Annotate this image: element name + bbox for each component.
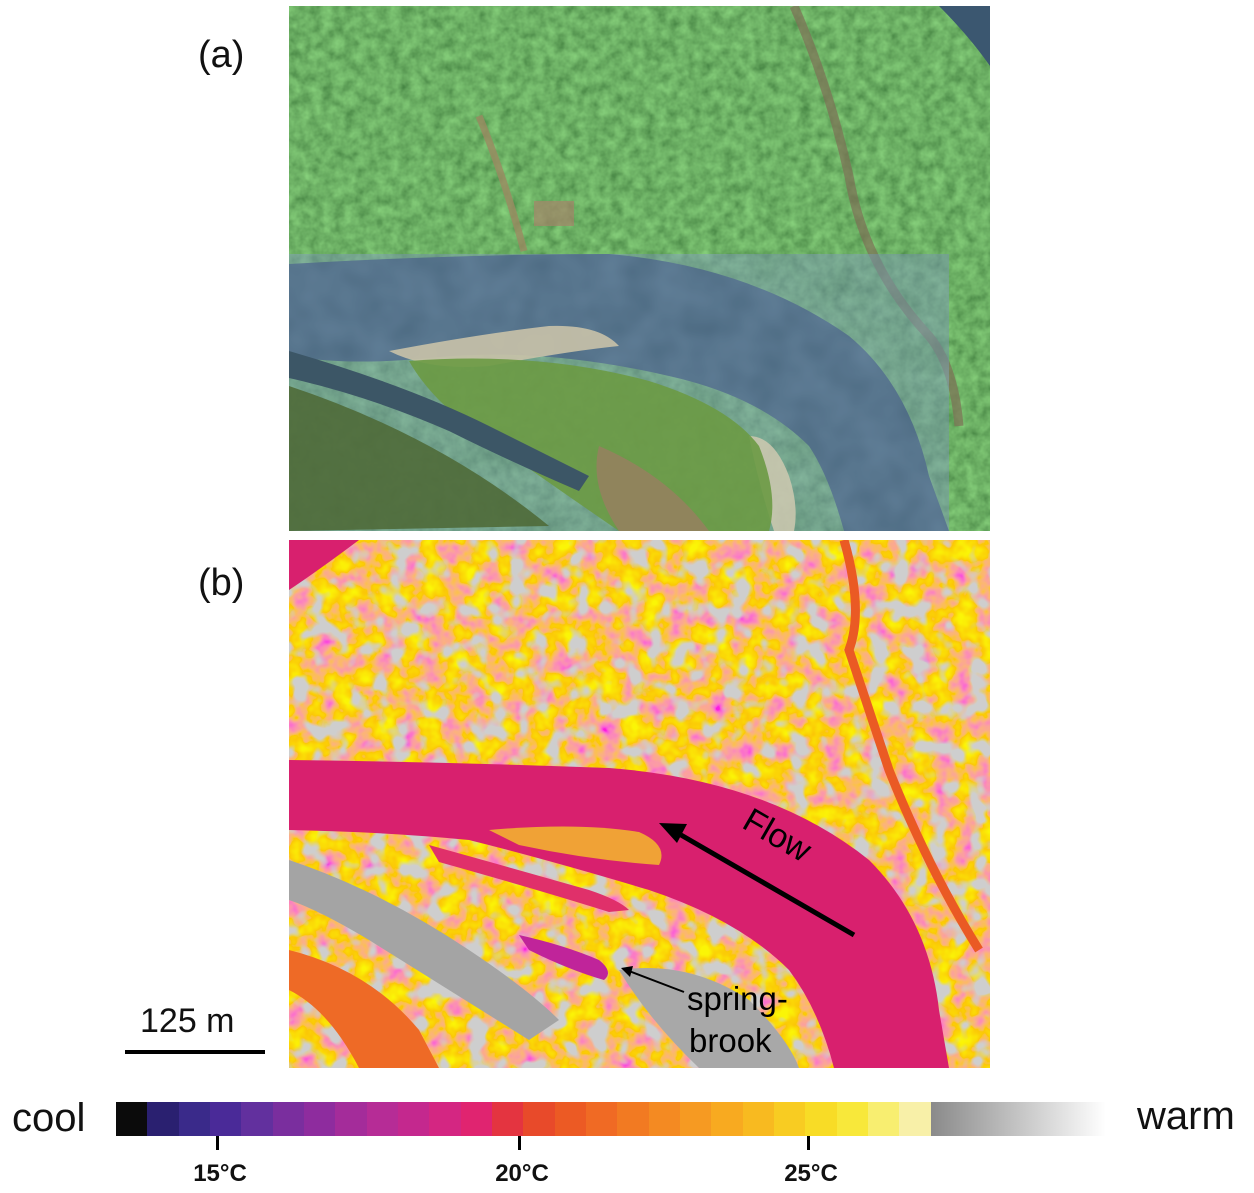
colorbar-swatch (335, 1102, 367, 1136)
colorbar-swatch (899, 1102, 931, 1136)
river-channel (289, 254, 949, 531)
gravel-bar (389, 325, 619, 367)
colorbar-swatch (679, 1102, 712, 1136)
flow-arrow (659, 823, 856, 938)
temperature-colorbar (116, 1102, 1106, 1136)
sandbar (489, 826, 662, 865)
island (409, 358, 773, 531)
colorbar-swatch (147, 1102, 179, 1136)
colorbar-swatch (366, 1102, 398, 1136)
springbrook-label-line1: spring- (687, 980, 788, 1017)
colorbar-tick-label-20: 20°C (495, 1160, 549, 1187)
colorbar-swatch (773, 1102, 806, 1136)
colorbar-warm-label: warm (1137, 1094, 1235, 1138)
side-channel (289, 351, 589, 491)
colorbar-swatch (617, 1102, 649, 1136)
colorbar-swatch (178, 1102, 210, 1136)
scale-bar (125, 1050, 265, 1054)
colorbar-swatch (554, 1102, 586, 1136)
panel-label-a: (a) (198, 34, 245, 76)
colorbar-swatch (241, 1102, 273, 1136)
springbrook-label-line2: brook (689, 1022, 772, 1059)
panel-label-b: (b) (198, 562, 245, 604)
colorbar-tick-label-25: 25°C (784, 1160, 838, 1187)
colorbar-swatch (836, 1102, 868, 1136)
colorbar-tick (518, 1136, 521, 1150)
scale-bar-label: 125 m (140, 1002, 235, 1040)
colorbar-swatch (805, 1102, 837, 1136)
colorbar-cool-label: cool (12, 1096, 86, 1140)
thermal-image-panel: Flow spring- brook (289, 540, 990, 1068)
colorbar-swatch (303, 1102, 336, 1136)
colorbar-swatch (397, 1102, 430, 1136)
colorbar-swatch (711, 1102, 743, 1136)
colorbar-swatch (116, 1102, 148, 1136)
springbrook-pointer (621, 966, 685, 993)
colorbar-tick (807, 1136, 810, 1150)
colorbar-swatch (491, 1102, 524, 1136)
springbrook (519, 935, 608, 980)
colorbar-swatch (742, 1102, 774, 1136)
colorbar-swatch (429, 1102, 461, 1136)
colorbar-tick-label-15: 15°C (193, 1160, 247, 1187)
colorbar-swatch (209, 1102, 242, 1136)
colorbar-swatch (648, 1102, 680, 1136)
colorbar-tick (216, 1136, 219, 1150)
colorbar-swatch (585, 1102, 618, 1136)
colorbar-swatch-gray (930, 1102, 1106, 1136)
colorbar-swatch (460, 1102, 492, 1136)
aerial-photo-panel (289, 6, 990, 531)
colorbar-swatch (867, 1102, 900, 1136)
colorbar-swatch (272, 1102, 304, 1136)
river-channel (289, 760, 949, 1068)
colorbar-swatch (523, 1102, 555, 1136)
